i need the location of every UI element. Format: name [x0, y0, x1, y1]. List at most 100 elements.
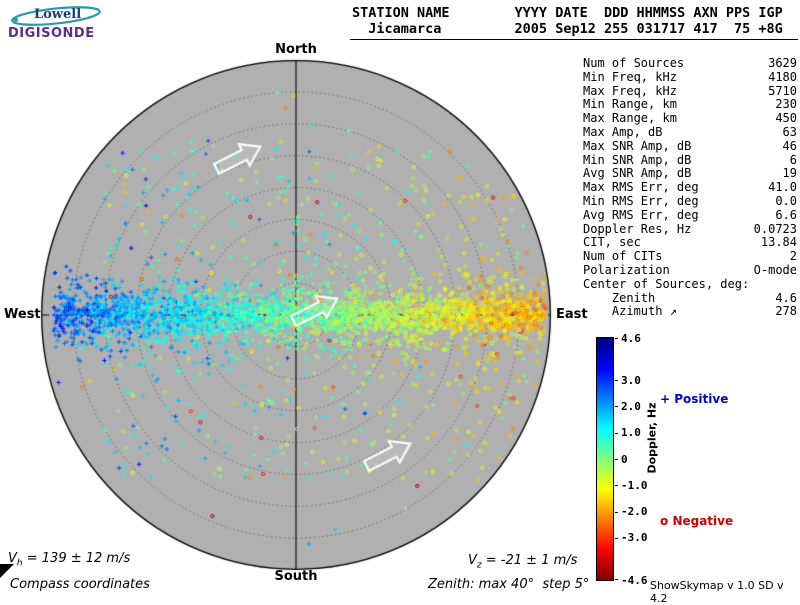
stat-label: Min Freq, kHz — [583, 69, 677, 84]
stat-value: 41.0 — [768, 180, 797, 195]
colorbar-tick-mark — [615, 537, 618, 539]
stat-value: 46 — [782, 138, 797, 153]
stat-label: Min SNR Amp, dB — [583, 152, 692, 167]
stat-label: Avg SNR Amp, dB — [583, 166, 692, 181]
stat-row: Avg RMS Err, deg 6.6 — [583, 207, 797, 223]
colorbar-tick-label: 2.0 — [621, 399, 641, 413]
vz-subscript: z — [476, 560, 482, 571]
stat-row: Min SNR Amp, dB 6 — [583, 152, 797, 168]
zenith-range-note: Zenith: max 40° step 5° — [428, 577, 590, 592]
colorbar-tick-mark — [615, 485, 618, 487]
circle-marker-icon: o — [660, 514, 669, 528]
stat-value: 2 — [789, 249, 797, 264]
stat-label: Max Freq, kHz — [583, 83, 677, 98]
stat-label: Max RMS Err, deg — [583, 180, 699, 195]
lowell-digisonde-logo: Lowell DIGISONDE — [8, 6, 112, 46]
stat-value: O-mode — [753, 262, 797, 277]
legend-negative-label: Negative — [672, 514, 734, 528]
stat-row: Doppler Res, Hz 0.0723 — [583, 221, 797, 237]
station-header: STATION NAME YYYY DATE DDD HHMMSS AXN PP… — [352, 5, 783, 37]
south-label: South — [274, 569, 318, 584]
stat-value: 6 — [789, 152, 797, 167]
stat-row: Min RMS Err, deg 0.0 — [583, 193, 797, 209]
stat-row: CIT, sec 13.84 — [583, 236, 797, 250]
stat-row: Max Freq, kHz 5710 — [583, 83, 797, 99]
vh-subscript: h — [16, 558, 23, 569]
colorbar-tick-mark — [615, 579, 618, 580]
stat-row: Max RMS Err, deg 41.0 — [583, 180, 797, 195]
stat-value: 19 — [782, 166, 797, 181]
header-values-line: Jicamarca 2005 Sep12 255 031717 417 75 +… — [352, 21, 783, 37]
colorbar-tick-mark — [615, 511, 618, 513]
colorbar-tick-label: -1.0 — [621, 478, 648, 492]
stat-row: Num of Sources 3629 — [583, 56, 797, 71]
colorbar-tick-mark — [615, 406, 618, 408]
doppler-colorbar-gradient — [597, 338, 613, 580]
stat-value: 13.84 — [760, 235, 797, 250]
stat-value: 0.0723 — [753, 221, 797, 236]
stat-row: Min Freq, kHz 4180 — [583, 69, 797, 85]
vertical-velocity-readout: Vz = -21 ± 1 m/s — [468, 553, 577, 571]
stat-label: Max Range, km — [583, 111, 677, 126]
stat-label: Center of Sources, deg: — [583, 276, 750, 291]
colorbar-tick-label: 1.0 — [621, 426, 641, 440]
doppler-colorbar — [596, 337, 614, 581]
stat-value: 450 — [775, 111, 797, 126]
logo-digisonde-text: DIGISONDE — [8, 26, 95, 41]
software-version: ShowSkymap v 1.0 SD v 4.2 — [650, 579, 784, 605]
stat-row: Azimuth ↗ 278 — [583, 305, 797, 319]
logo-lowell-text: Lowell — [34, 7, 82, 22]
stat-value: 230 — [775, 97, 797, 112]
stat-label: Max Amp, dB — [583, 124, 663, 139]
colorbar-axis-label: Doppler, Hz — [645, 402, 659, 474]
legend-positive: + Positive — [660, 392, 728, 406]
stat-value: 6.6 — [775, 207, 797, 222]
stat-label: Doppler Res, Hz — [583, 221, 692, 236]
colorbar-tick-mark — [615, 380, 618, 382]
colorbar-tick-label: -3.0 — [621, 531, 648, 545]
stat-label: Polarization — [583, 262, 670, 277]
colorbar-tick-label: 4.6 — [621, 331, 641, 345]
west-label: West — [4, 307, 41, 322]
stat-label: Num of CITs — [583, 249, 663, 264]
stat-label: Azimuth ↗ — [583, 304, 677, 319]
stat-value: 4.6 — [775, 290, 797, 305]
stat-value: 63 — [782, 124, 797, 139]
vz-symbol: V — [468, 553, 477, 568]
vz-value: = -21 ± 1 m/s — [481, 553, 578, 568]
east-label: East — [556, 307, 588, 322]
colorbar-tick-mark — [615, 459, 618, 460]
stat-value: 278 — [775, 304, 797, 319]
colorbar-tick-label: 0 — [621, 452, 628, 466]
stat-value: 3629 — [768, 56, 797, 70]
colorbar-tick-label: 3.0 — [621, 373, 641, 387]
stat-label: Max SNR Amp, dB — [583, 138, 692, 153]
stat-row: Min Range, km 230 — [583, 98, 797, 112]
skymap-canvas — [39, 58, 553, 572]
header-divider — [350, 39, 798, 40]
stat-label: Avg RMS Err, deg — [583, 207, 699, 222]
horizontal-velocity-readout: Vh = 139 ± 12 m/s — [8, 551, 130, 569]
stat-row: Avg SNR Amp, dB 19 — [583, 167, 797, 181]
stat-label: Zenith — [583, 290, 656, 305]
stat-label: CIT, sec — [583, 235, 641, 250]
header-labels-line: STATION NAME YYYY DATE DDD HHMMSS AXN PP… — [352, 5, 783, 21]
statistics-panel: Num of Sources 3629 Min Freq, kHz 4180 Max F… — [583, 56, 797, 319]
colorbar-tick-mark — [615, 432, 618, 434]
north-label: North — [275, 42, 317, 57]
stat-row: Center of Sources, deg: — [583, 276, 797, 292]
stat-label: Min Range, km — [583, 97, 677, 112]
coordinate-system-note: Compass coordinates — [10, 577, 150, 592]
stat-value: 0.0 — [775, 193, 797, 208]
plus-marker-icon: + — [660, 392, 671, 406]
logo-swirl-icon — [11, 6, 101, 26]
stat-row: Zenith 4.6 — [583, 290, 797, 306]
stat-label: Min RMS Err, deg — [583, 193, 699, 208]
colorbar-ticks: 4.6 3.0 2.0 1.0 0 -1.0 -2.0 -3.0 -4.6 — [615, 332, 659, 587]
stat-value: 5710 — [768, 83, 797, 98]
stat-row: Polarization O-mode — [583, 262, 797, 278]
stat-label: Num of Sources — [583, 56, 685, 70]
vh-symbol: V — [8, 551, 17, 566]
colorbar-tick-label: -4.6 — [621, 573, 648, 587]
stat-value: 4180 — [768, 69, 797, 84]
